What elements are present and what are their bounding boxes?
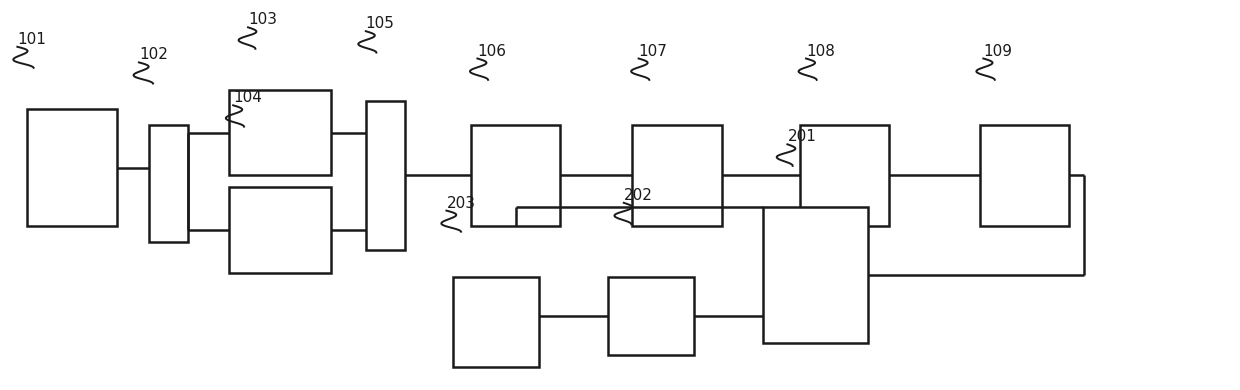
Text: 108: 108 bbox=[806, 44, 835, 58]
Bar bbox=[763, 207, 868, 343]
Text: 101: 101 bbox=[17, 32, 46, 47]
Text: 203: 203 bbox=[446, 196, 475, 211]
Bar bbox=[453, 277, 539, 367]
Bar bbox=[608, 277, 694, 355]
Text: 105: 105 bbox=[366, 16, 394, 31]
Bar bbox=[229, 187, 331, 273]
Text: 202: 202 bbox=[624, 188, 652, 203]
Bar bbox=[632, 125, 722, 226]
Bar bbox=[980, 125, 1069, 226]
Text: 103: 103 bbox=[248, 12, 277, 27]
Bar bbox=[471, 125, 560, 226]
Bar bbox=[149, 125, 188, 242]
Text: 104: 104 bbox=[233, 90, 262, 105]
Text: 201: 201 bbox=[787, 129, 816, 144]
Text: 106: 106 bbox=[477, 44, 506, 58]
Bar bbox=[800, 125, 889, 226]
Bar bbox=[27, 109, 117, 226]
Text: 102: 102 bbox=[139, 48, 167, 62]
Text: 109: 109 bbox=[983, 44, 1012, 58]
Text: 107: 107 bbox=[639, 44, 667, 58]
Bar bbox=[366, 101, 405, 250]
Bar bbox=[229, 90, 331, 176]
